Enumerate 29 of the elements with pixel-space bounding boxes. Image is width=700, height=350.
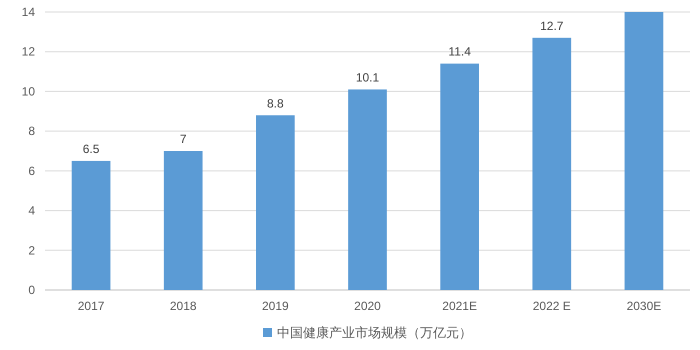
x-tick-label: 2022 E — [532, 299, 571, 313]
y-tick-label: 2 — [28, 243, 36, 258]
bar — [256, 115, 295, 290]
data-label: 12.7 — [540, 18, 564, 33]
bar — [532, 38, 572, 290]
bar — [624, 12, 664, 290]
data-label: 10.1 — [356, 70, 380, 84]
x-tick-label: 2018 — [170, 299, 197, 313]
y-tick-label: 10 — [22, 84, 36, 98]
data-label: 8.8 — [267, 96, 284, 110]
x-tick-label: 2019 — [262, 299, 290, 313]
data-label: 7 — [180, 132, 187, 146]
x-tick-label: 2017 — [78, 299, 105, 313]
bar — [164, 151, 203, 290]
data-label: 11.4 — [448, 44, 472, 59]
y-tick-label: 14 — [22, 5, 36, 19]
x-tick-label: 2020 — [354, 299, 382, 313]
y-tick-label: 0 — [28, 283, 36, 297]
bar — [348, 89, 387, 290]
x-tick-label: 2030E — [626, 299, 662, 313]
y-tick-label: 4 — [28, 204, 36, 218]
data-label: 6.5 — [82, 142, 100, 156]
y-tick-label: 8 — [28, 124, 36, 138]
y-tick-label: 12 — [22, 44, 36, 59]
x-tick-label: 2021E — [442, 299, 477, 313]
y-tick-label: 6 — [28, 164, 36, 178]
bar — [72, 160, 110, 290]
bar — [440, 64, 479, 290]
legend-label: 中国健康产业市场规模（万亿元） — [277, 325, 472, 340]
